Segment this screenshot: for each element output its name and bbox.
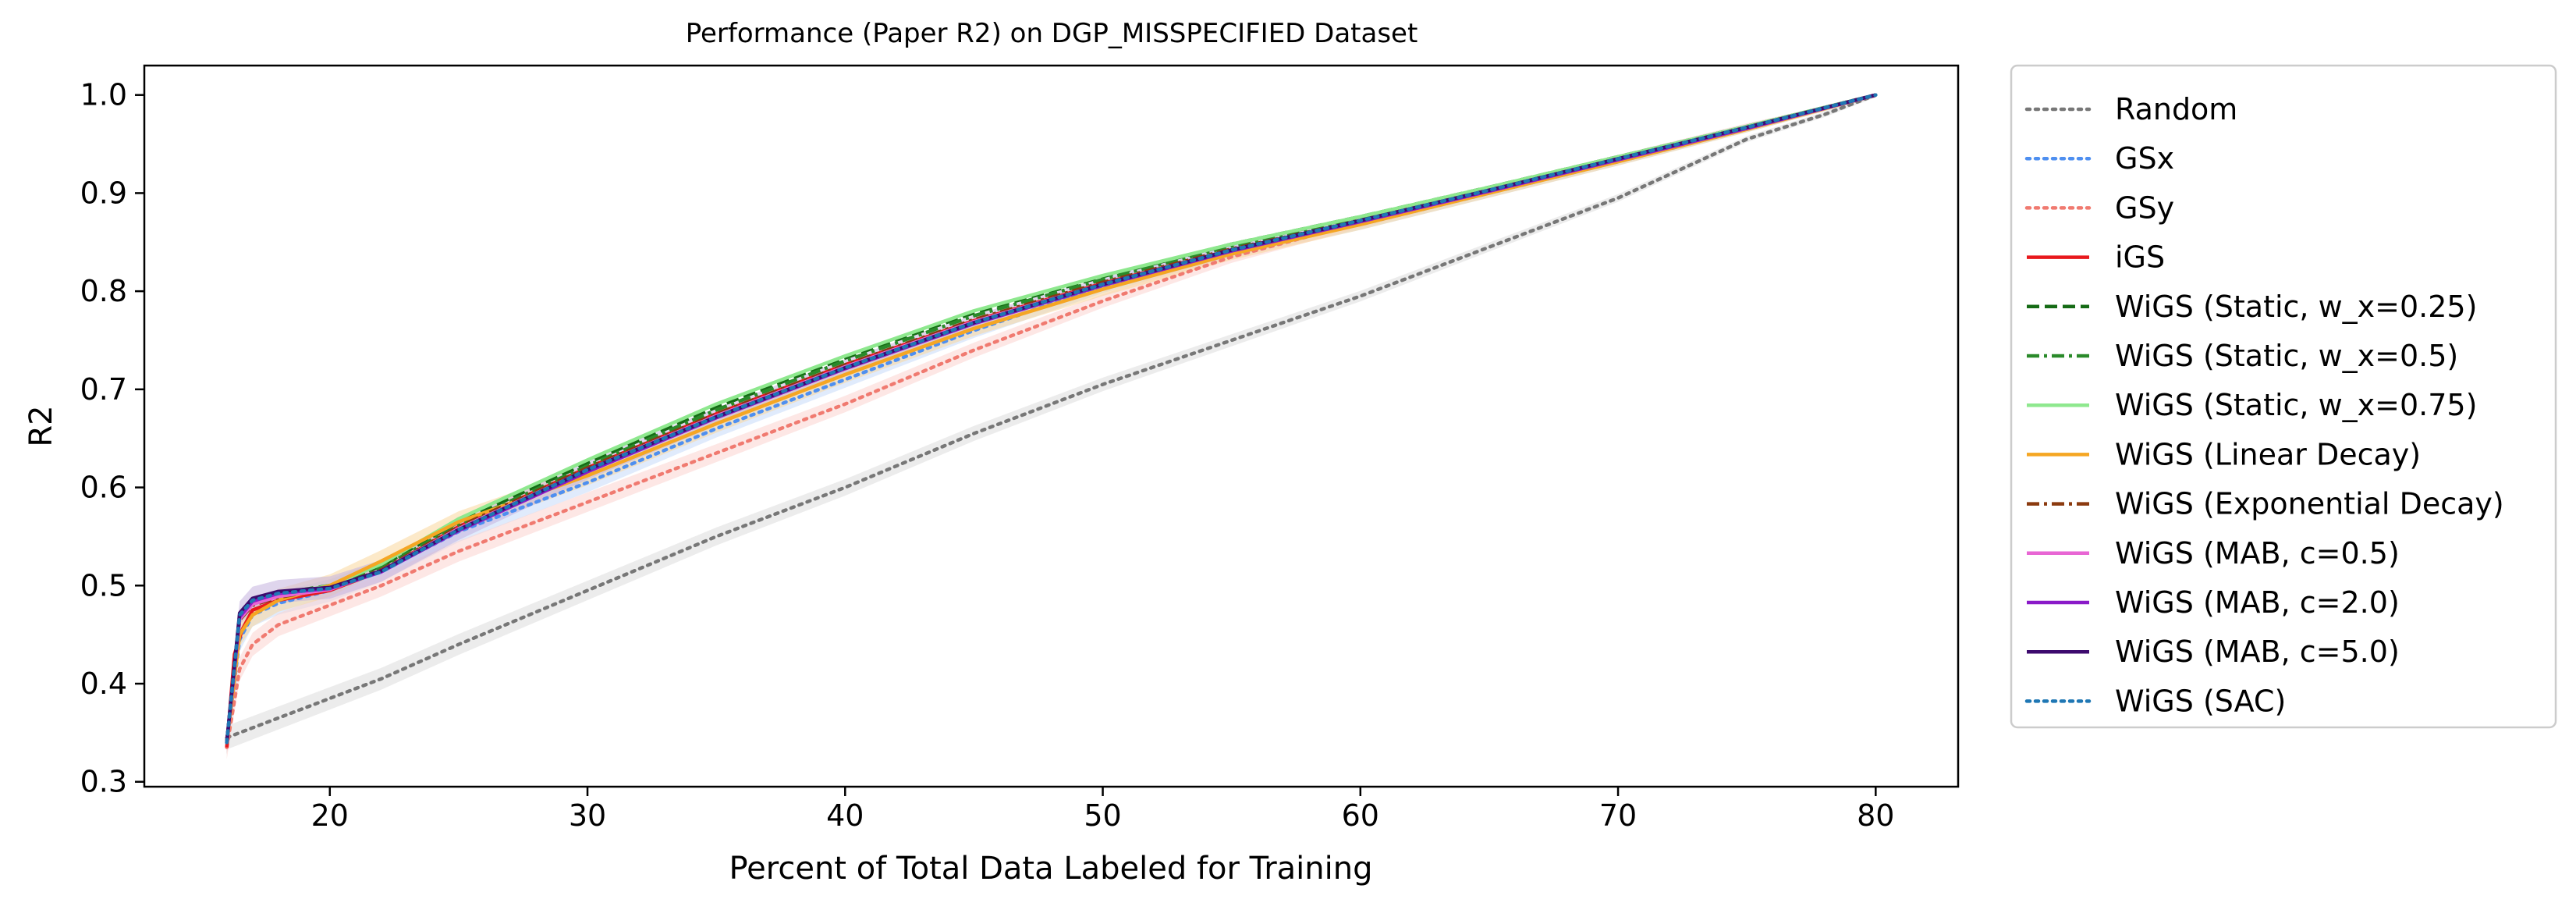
series-lines (225, 93, 1878, 749)
y-tick-label: 0.9 (80, 176, 127, 210)
x-tick-label: 20 (311, 798, 349, 833)
legend-label: WiGS (MAB, c=2.0) (2115, 585, 2400, 620)
x-tick-label: 70 (1599, 798, 1637, 833)
series-line (225, 93, 1878, 745)
y-axis-ticks: 0.3 0.4 0.5 0.6 0.7 0.8 0.9 1.0 (80, 78, 144, 799)
series-band (226, 94, 1876, 750)
chart-title: Performance (Paper R2) on DGP_MISSPECIFI… (686, 18, 1418, 49)
legend-label: WiGS (Static, w_x=0.75) (2115, 388, 2477, 422)
x-tick-label: 80 (1857, 798, 1894, 833)
y-tick-label: 1.0 (80, 78, 127, 112)
legend-label: GSy (2115, 190, 2174, 225)
legend-label: WiGS (Static, w_x=0.5) (2115, 339, 2458, 373)
y-tick-label: 0.7 (80, 372, 127, 407)
series-line (225, 93, 1878, 740)
legend-label: WiGS (Linear Decay) (2115, 437, 2421, 471)
plot-frame (143, 64, 1960, 788)
y-tick-label: 0.8 (80, 274, 127, 308)
legend-label: iGS (2115, 240, 2165, 275)
confidence-bands (226, 94, 1876, 759)
legend-label: Random (2115, 92, 2237, 126)
x-axis-ticks: 20 30 40 50 60 70 80 (311, 787, 1894, 833)
y-tick-label: 0.3 (80, 765, 127, 799)
x-tick-label: 30 (569, 798, 606, 833)
series-line (225, 93, 1878, 745)
legend-label: WiGS (Static, w_x=0.25) (2115, 290, 2477, 324)
y-tick-label: 0.6 (80, 471, 127, 505)
legend-label: WiGS (SAC) (2115, 684, 2286, 718)
legend: Random GSx GSy iGS WiGS (Static, w_x=0.25) Wi… (2010, 64, 2557, 729)
series-line (225, 93, 1876, 743)
y-tick-label: 0.4 (80, 667, 127, 701)
y-axis-label: R2 (23, 405, 59, 446)
x-axis-label: Percent of Total Data Labeled for Traini… (729, 851, 1372, 887)
legend-label: GSx (2115, 141, 2174, 176)
legend-label: WiGS (Exponential Decay) (2115, 487, 2504, 521)
x-tick-label: 50 (1084, 798, 1121, 833)
y-tick-label: 0.5 (80, 568, 127, 603)
x-tick-label: 60 (1342, 798, 1379, 833)
legend-label: WiGS (MAB, c=0.5) (2115, 536, 2400, 571)
legend-frame (2010, 64, 2557, 729)
x-tick-label: 40 (826, 798, 864, 833)
legend-label: WiGS (MAB, c=5.0) (2115, 635, 2400, 669)
